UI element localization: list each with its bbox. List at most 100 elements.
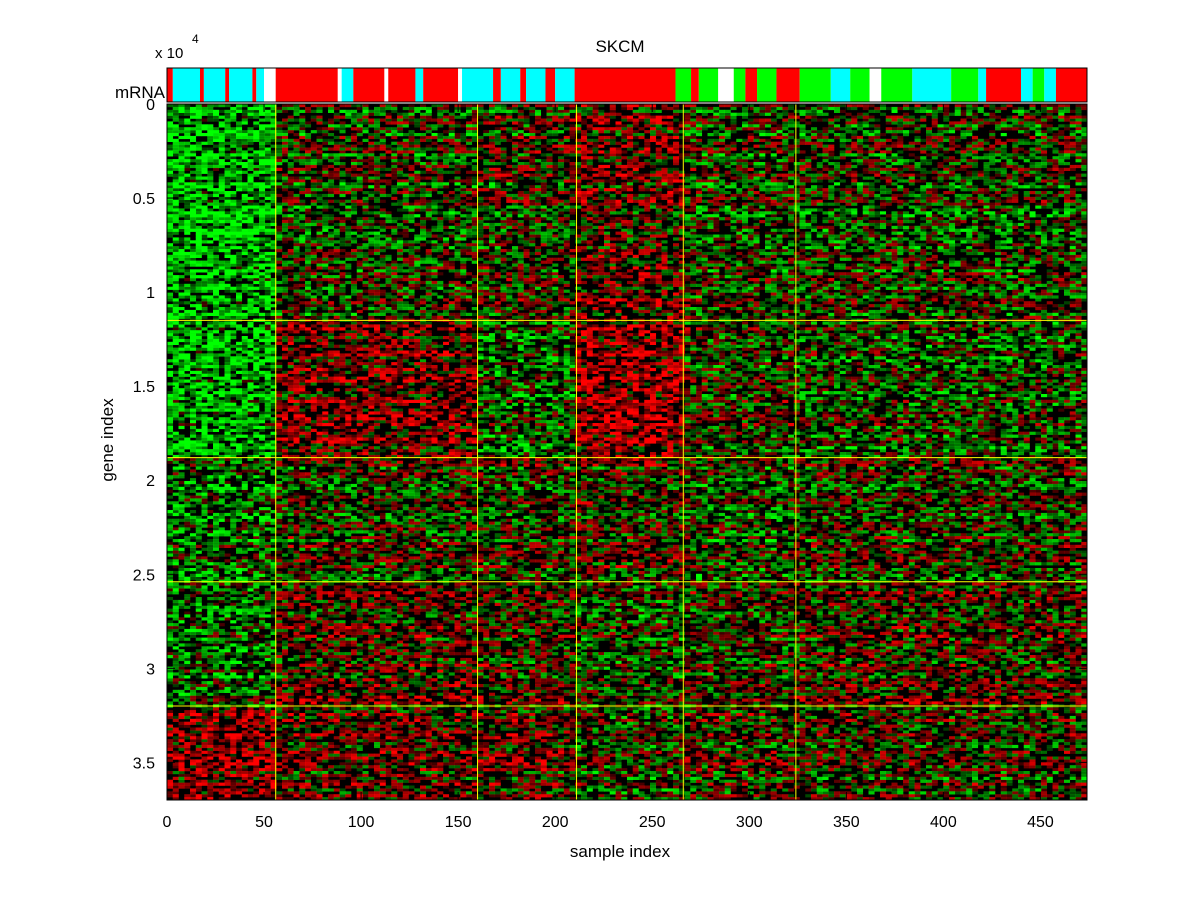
heatmap-cell (374, 177, 380, 180)
heatmap-cell (506, 116, 512, 119)
heatmap-cell (472, 127, 478, 130)
heatmap-cell (639, 127, 645, 130)
heatmap-cell (219, 133, 225, 136)
heatmap-cell (225, 203, 231, 206)
heatmap-cell (892, 145, 898, 148)
heatmap-cell (386, 116, 392, 119)
heatmap-cell (1012, 153, 1018, 156)
heatmap-cell (662, 174, 668, 177)
heatmap-cell (869, 208, 875, 211)
heatmap-cell (363, 179, 369, 182)
heatmap-cell (782, 188, 788, 191)
heatmap-cell (414, 150, 420, 153)
heatmap-cell (547, 142, 553, 145)
heatmap-cell (702, 156, 708, 159)
heatmap-cell (253, 226, 259, 229)
heatmap-cell (989, 203, 995, 206)
heatmap-cell (725, 206, 731, 209)
heatmap-cell (259, 223, 265, 226)
heatmap-cell (397, 168, 403, 171)
heatmap-cell (259, 124, 265, 127)
heatmap-cell (794, 217, 800, 220)
heatmap-cell (984, 174, 990, 177)
heatmap-cell (368, 220, 374, 223)
heatmap-cell (788, 197, 794, 200)
heatmap-cell (437, 226, 443, 229)
heatmap-cell (472, 217, 478, 220)
heatmap-cell (345, 171, 351, 174)
heatmap-cell (788, 220, 794, 223)
heatmap-cell (317, 185, 323, 188)
heatmap-cell (294, 217, 300, 220)
heatmap-cell (696, 188, 702, 191)
heatmap-cell (892, 119, 898, 122)
heatmap-cell (846, 203, 852, 206)
heatmap-cell (782, 179, 788, 182)
heatmap-cell (708, 107, 714, 110)
heatmap-cell (294, 119, 300, 122)
heatmap-cell (179, 162, 185, 165)
heatmap-cell (1081, 206, 1087, 209)
heatmap-cell (627, 139, 633, 142)
heatmap-cell (420, 113, 426, 116)
heatmap-cell (679, 208, 685, 211)
heatmap-cell (708, 203, 714, 206)
heatmap-cell (909, 124, 915, 127)
heatmap-cell (800, 133, 806, 136)
heatmap-cell (995, 171, 1001, 174)
heatmap-cell (938, 107, 944, 110)
heatmap-cell (518, 116, 524, 119)
heatmap-cell (570, 223, 576, 226)
heatmap-cell (409, 142, 415, 145)
heatmap-cell (759, 130, 765, 133)
heatmap-cell (414, 145, 420, 148)
heatmap-cell (920, 203, 926, 206)
heatmap-cell (351, 150, 357, 153)
heatmap-cell (420, 139, 426, 142)
heatmap-cell (926, 127, 932, 130)
heatmap-cell (374, 182, 380, 185)
heatmap-cell (880, 220, 886, 223)
heatmap-cell (380, 214, 386, 217)
heatmap-cell (305, 110, 311, 113)
heatmap-cell (593, 145, 599, 148)
heatmap-cell (679, 203, 685, 206)
heatmap-cell (564, 208, 570, 211)
heatmap-cell (690, 177, 696, 180)
heatmap-cell (495, 171, 501, 174)
heatmap-cell (863, 121, 869, 124)
heatmap-cell (397, 226, 403, 229)
heatmap-cell (535, 211, 541, 214)
heatmap-cell (443, 121, 449, 124)
heatmap-cell (299, 185, 305, 188)
heatmap-cell (593, 156, 599, 159)
heatmap-cell (593, 188, 599, 191)
heatmap-cell (317, 150, 323, 153)
heatmap-cell (403, 220, 409, 223)
heatmap-cell (892, 159, 898, 162)
heatmap-cell (403, 206, 409, 209)
heatmap-cell (725, 136, 731, 139)
heatmap-cell (610, 182, 616, 185)
heatmap-cell (800, 119, 806, 122)
heatmap-cell (455, 110, 461, 113)
heatmap-cell (380, 148, 386, 151)
heatmap-cell (1018, 179, 1024, 182)
heatmap-cell (1024, 217, 1030, 220)
heatmap-cell (455, 165, 461, 168)
heatmap-cell (299, 121, 305, 124)
heatmap-cell (317, 107, 323, 110)
heatmap-cell (460, 188, 466, 191)
heatmap-cell (713, 197, 719, 200)
heatmap-cell (1024, 203, 1030, 206)
heatmap-cell (725, 217, 731, 220)
heatmap-cell (414, 110, 420, 113)
heatmap-cell (966, 208, 972, 211)
heatmap-cell (932, 121, 938, 124)
heatmap-cell (788, 133, 794, 136)
heatmap-cell (656, 130, 662, 133)
heatmap-cell (294, 142, 300, 145)
heatmap-cell (777, 217, 783, 220)
heatmap-cell (1035, 168, 1041, 171)
heatmap-cell (259, 145, 265, 148)
